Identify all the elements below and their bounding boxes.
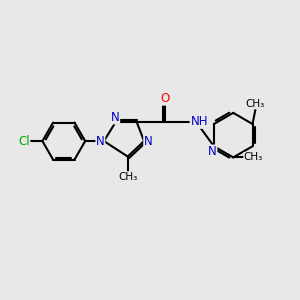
Text: CH₃: CH₃	[244, 152, 263, 162]
Text: CH₃: CH₃	[118, 172, 137, 182]
Text: N: N	[144, 135, 153, 148]
Text: N: N	[208, 145, 217, 158]
Text: O: O	[160, 92, 170, 105]
Text: Cl: Cl	[18, 135, 30, 148]
Text: N: N	[96, 135, 105, 148]
Text: N: N	[111, 111, 120, 124]
Text: CH₃: CH₃	[246, 99, 265, 109]
Text: NH: NH	[190, 115, 208, 128]
